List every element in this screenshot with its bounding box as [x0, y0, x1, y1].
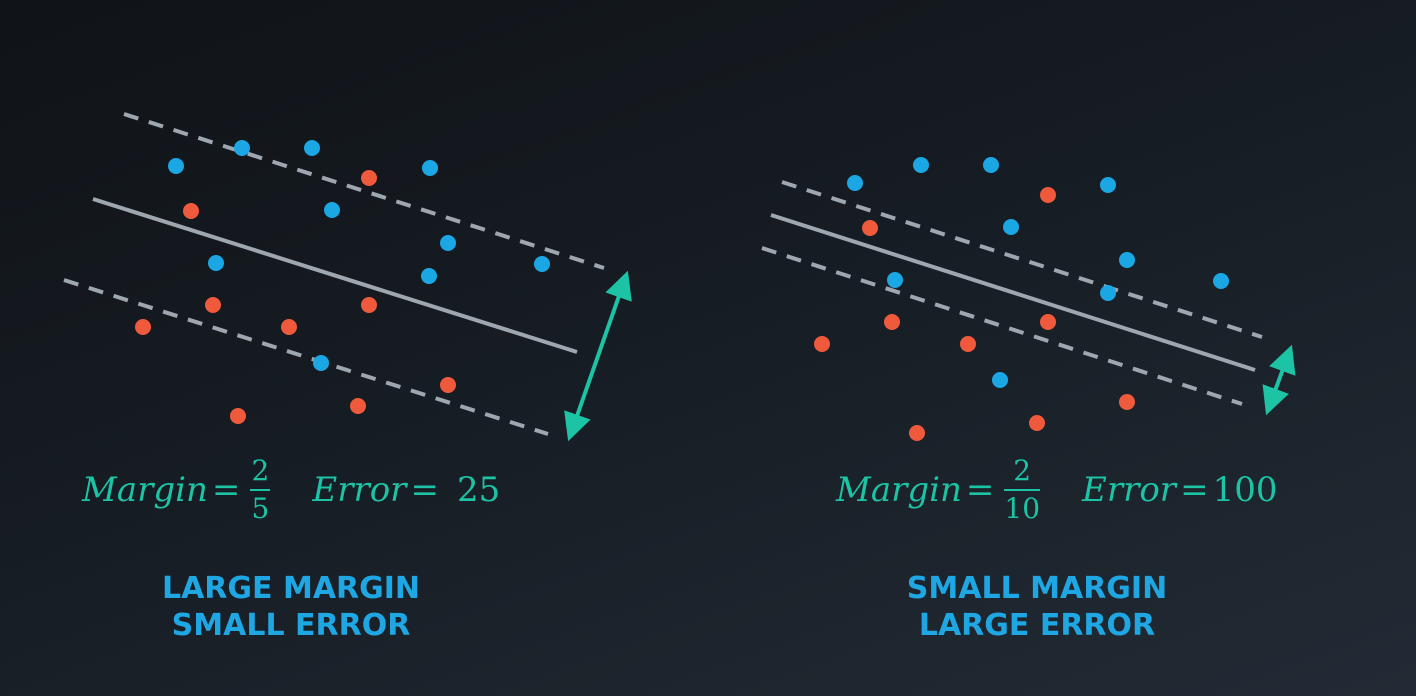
- equals-sign: =: [1180, 470, 1209, 511]
- right-caption: SMALL MARGIN LARGE ERROR: [867, 570, 1207, 644]
- red-point: [183, 203, 199, 219]
- fraction-bar: [250, 489, 271, 492]
- red-point: [1029, 415, 1045, 431]
- blue-point: [313, 355, 329, 371]
- right-formula: Margin = 2 10 Error = 100: [836, 454, 1278, 526]
- blue-point: [983, 157, 999, 173]
- red-point: [205, 297, 221, 313]
- blue-point: [534, 256, 550, 272]
- blue-point: [1100, 177, 1116, 193]
- left-boundary-line: [92, 197, 578, 354]
- blue-point: [887, 272, 903, 288]
- left-caption: LARGE MARGIN SMALL ERROR: [121, 570, 461, 644]
- blue-point: [168, 158, 184, 174]
- error-value: 25: [456, 470, 501, 511]
- left-upper-margin-line: [123, 112, 605, 270]
- fraction-denominator: 5: [251, 492, 270, 526]
- blue-point: [992, 372, 1008, 388]
- error-value: 100: [1212, 470, 1278, 511]
- left-red-points: [135, 170, 456, 424]
- red-point: [884, 314, 900, 330]
- red-point: [960, 336, 976, 352]
- equals-sign: =: [211, 470, 241, 511]
- caption-line: LARGE MARGIN: [161, 571, 421, 606]
- right-panel: [761, 157, 1296, 441]
- equals-sign: =: [410, 470, 439, 511]
- fraction-numerator: 2: [1013, 454, 1032, 487]
- blue-point: [440, 235, 456, 251]
- fraction-bar: [1004, 489, 1041, 492]
- right-margin-arrow: [1262, 344, 1296, 416]
- blue-point: [1003, 219, 1019, 235]
- red-point: [135, 319, 151, 335]
- left-formula: Margin = 2 5 Error = 25: [82, 454, 501, 526]
- blue-point: [1119, 252, 1135, 268]
- red-point: [1040, 314, 1056, 330]
- blue-point: [847, 175, 863, 191]
- blue-point: [1213, 273, 1229, 289]
- red-point: [862, 220, 878, 236]
- blue-point: [422, 160, 438, 176]
- margin-label: Margin: [82, 470, 208, 511]
- left-margin-arrow: [564, 270, 632, 442]
- red-point: [1119, 394, 1135, 410]
- red-point: [361, 297, 377, 313]
- blue-point: [234, 140, 250, 156]
- caption-line: SMALL ERROR: [171, 608, 411, 643]
- red-point: [1040, 187, 1056, 203]
- left-lower-margin-line: [63, 278, 549, 436]
- red-point: [281, 319, 297, 335]
- fraction-numerator: 2: [251, 454, 270, 487]
- error-label: Error: [312, 470, 407, 511]
- margin-fraction: 2 10: [1004, 454, 1041, 526]
- red-point: [230, 408, 246, 424]
- red-point: [440, 377, 456, 393]
- right-boundary-line: [770, 213, 1256, 372]
- blue-point: [913, 157, 929, 173]
- red-point: [350, 398, 366, 414]
- red-point: [361, 170, 377, 186]
- right-red-points: [814, 187, 1135, 441]
- equals-sign: =: [965, 470, 995, 511]
- margin-fraction: 2 5: [250, 454, 271, 526]
- red-point: [814, 336, 830, 352]
- caption-line: LARGE ERROR: [918, 608, 1156, 643]
- blue-point: [324, 202, 340, 218]
- right-blue-points: [847, 157, 1229, 388]
- left-blue-points: [168, 140, 550, 371]
- right-lower-margin-line: [761, 246, 1243, 406]
- fraction-denominator: 10: [1004, 492, 1041, 526]
- blue-point: [421, 268, 437, 284]
- left-panel: [63, 112, 632, 442]
- blue-point: [208, 255, 224, 271]
- blue-point: [304, 140, 320, 156]
- error-label: Error: [1082, 470, 1177, 511]
- margin-label: Margin: [836, 470, 962, 511]
- blue-point: [1100, 285, 1116, 301]
- caption-line: SMALL MARGIN: [906, 571, 1168, 606]
- red-point: [909, 425, 925, 441]
- right-upper-margin-line: [781, 180, 1263, 339]
